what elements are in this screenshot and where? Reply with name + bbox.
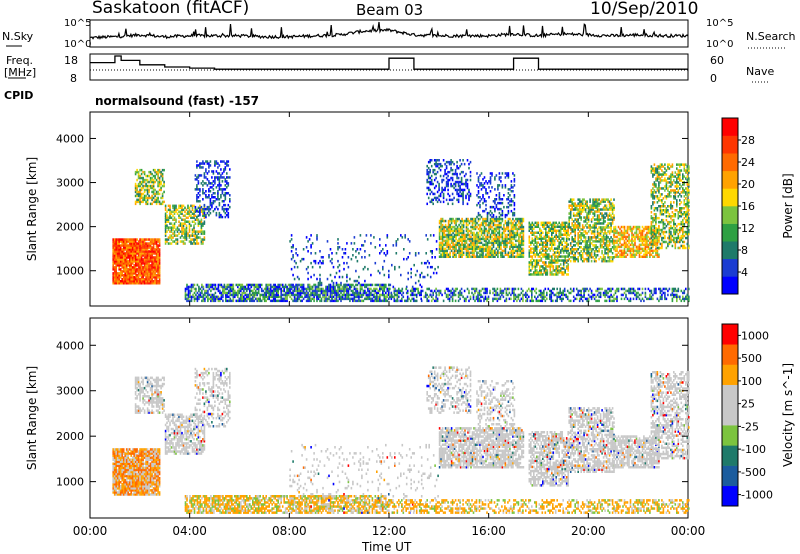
power-colorbar-cell <box>722 135 738 154</box>
x-tick-label: 12:00 <box>372 524 407 538</box>
freq-ytick-bottom: 8 <box>70 72 77 85</box>
power-colorbar-cell <box>722 276 738 295</box>
power-colorbar-label: 28 <box>741 134 755 147</box>
velocity-colorbar-cell <box>722 425 738 446</box>
power-colorbar-label: 20 <box>741 178 755 191</box>
freq-y2tick-top: 60 <box>710 54 724 67</box>
power-colorbar-cell <box>722 170 738 189</box>
power-colorbar-label: 8 <box>741 244 748 257</box>
velocity-colorbar-cell <box>722 404 738 426</box>
date-title: 10/Sep/2010 <box>590 0 699 19</box>
noise-y2tick-bottom: 10^0 <box>706 39 733 50</box>
velocity-ylabel: Slant Range [km] <box>25 366 39 470</box>
power-colorbar-cell <box>722 153 738 172</box>
power-colorbar-label: 16 <box>741 200 755 213</box>
cpid-label: CPID <box>4 89 34 102</box>
velocity-colorbar-label: 25 <box>741 398 755 411</box>
power-colorbar-cell <box>722 241 738 260</box>
velocity-colorbar-frame <box>721 323 739 507</box>
cpid-text: normalsound (fast) -157 <box>95 94 260 108</box>
noise-ytick-bottom: 10^0 <box>64 39 91 50</box>
x-tick-label: 00:00 <box>671 524 706 538</box>
freq-line <box>90 55 688 70</box>
power-colorbar-cell <box>722 118 738 136</box>
beam-title: Beam 03 <box>356 1 424 19</box>
velocity-colorbar-cell <box>722 364 738 385</box>
velocity-colorbar-cell <box>722 384 738 406</box>
freq-label: Freq. <box>6 54 34 67</box>
nsky-label: N.Sky <box>2 30 34 43</box>
velocity-colorbar-label: 100 <box>741 375 762 388</box>
velocity-colorbar-label: -500 <box>741 466 766 479</box>
velocity-colorbar-label: 1000 <box>741 329 769 342</box>
freq-ytick-top: 18 <box>64 54 78 67</box>
power-colorbar-cell <box>722 223 738 242</box>
x-tick-label: 04:00 <box>172 524 207 538</box>
velocity-colorbar-label: -100 <box>741 443 766 456</box>
noise-panel-frame <box>89 19 689 48</box>
velocity-ytick-label: 1000 <box>56 476 84 489</box>
velocity-colorbar-cell <box>722 465 738 487</box>
noise-ytick-top: 10^5 <box>64 18 91 29</box>
power-colorbar-cell <box>722 258 738 277</box>
x-axis-label: Time UT <box>362 540 412 554</box>
velocity-scatter <box>112 366 690 514</box>
x-tick-label: 08:00 <box>272 524 307 538</box>
power-scatter <box>112 159 690 303</box>
freq-panel-frame <box>89 53 689 81</box>
velocity-colorbar-label: -1000 <box>741 489 773 502</box>
power-colorbar-label: 12 <box>741 222 755 235</box>
power-ytick-label: 2000 <box>56 221 84 234</box>
freq-unit-label: [MHz] <box>4 66 37 79</box>
nsearch-label: N.Search <box>746 30 796 43</box>
freq-y2tick-bottom: 0 <box>710 72 717 85</box>
station-title: Saskatoon (fitACF) <box>92 0 250 18</box>
power-colorbar-title: Power [dB] <box>781 173 795 238</box>
velocity-colorbar-title: Velocity [m s^-1] <box>781 363 795 467</box>
velocity-colorbar-label: -25 <box>741 420 759 433</box>
power-ylabel: Slant Range [km] <box>25 157 39 261</box>
power-colorbar-cell <box>722 206 738 224</box>
velocity-colorbar-cell <box>722 344 738 365</box>
velocity-ytick-label: 4000 <box>56 339 84 352</box>
power-colorbar-label: 4 <box>741 266 748 279</box>
velocity-ytick-label: 2000 <box>56 430 84 443</box>
x-tick-label: 16:00 <box>471 524 506 538</box>
velocity-colorbar-cell <box>722 485 738 507</box>
x-tick-label: 00:00 <box>73 524 108 538</box>
power-ytick-label: 1000 <box>56 265 84 278</box>
power-colorbar-label: 24 <box>741 156 755 169</box>
power-colorbar-cell <box>722 188 738 207</box>
nave-label: Nave <box>746 65 775 78</box>
noise-y2tick-top: 10^5 <box>706 18 733 29</box>
velocity-ytick-label: 3000 <box>56 385 84 398</box>
noise-sky-line <box>89 21 689 40</box>
velocity-colorbar-label: 500 <box>741 352 762 365</box>
x-tick-label: 20:00 <box>571 524 606 538</box>
velocity-colorbar-cell <box>722 445 738 466</box>
velocity-colorbar-cell <box>722 324 738 345</box>
power-ytick-label: 4000 <box>56 132 84 145</box>
power-ytick-label: 3000 <box>56 177 84 190</box>
